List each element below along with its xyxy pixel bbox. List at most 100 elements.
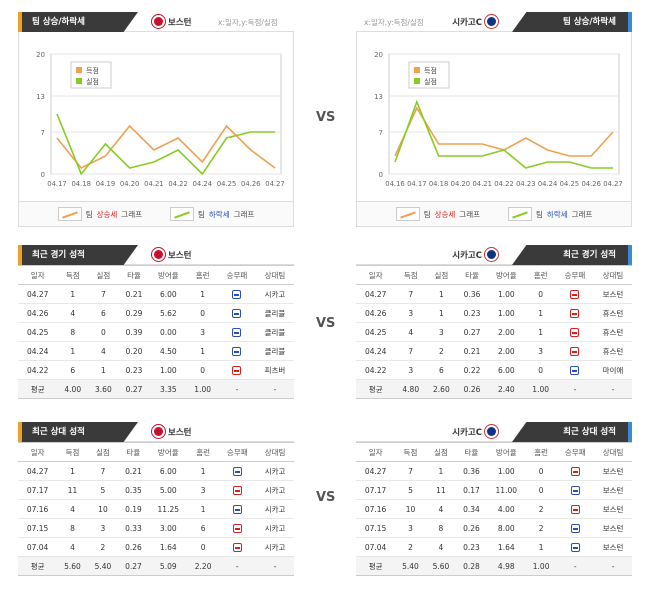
column-header: 실점 <box>426 265 457 285</box>
recent-team-left: 보스턴 <box>152 248 191 261</box>
table-cell: 0.27 <box>456 322 488 342</box>
legend-fall-keyword-right: 하락세 <box>546 209 568 219</box>
average-cell: 1.00 <box>525 379 556 399</box>
legend-fall-right[interactable]: 팀 하락세 그래프 <box>508 207 592 221</box>
table-row: 04.22 6 1 0.23 1.00 0 피츠버 <box>18 360 294 380</box>
loss-icon <box>570 466 580 476</box>
table-row: 07.15 8 3 0.33 3.00 6 시카고 <box>18 518 294 538</box>
table-cell: 0.23 <box>456 537 487 557</box>
result-cell <box>555 341 594 361</box>
loss-icon <box>232 485 242 495</box>
column-header: 득점 <box>395 442 426 462</box>
table-cell: 클리블 <box>255 303 294 323</box>
table-cell: 4 <box>88 341 119 361</box>
legend-rise-right[interactable]: 팀 상승세 그래프 <box>395 207 480 221</box>
table-cell: 3 <box>395 360 427 380</box>
column-header: 상대팀 <box>255 265 294 285</box>
average-cell: 0.27 <box>118 556 149 576</box>
x-tick-label: 04.24 <box>193 180 212 188</box>
recent-team-right: 시카고C <box>452 248 498 261</box>
loss-icon <box>570 346 580 356</box>
average-cell: 2.40 <box>487 379 526 399</box>
x-tick-label: 04.21 <box>472 180 491 188</box>
average-cell: 4.80 <box>395 379 427 399</box>
recent-tab-right: 최근 경기 성적 <box>512 245 632 265</box>
average-cell: - <box>218 556 257 576</box>
legend-fall-left[interactable]: 팀 하락세 그래프 <box>170 207 254 221</box>
h2h-header-left: 최근 상대 성적 보스턴 <box>18 422 294 442</box>
average-cell: 0.27 <box>118 379 150 399</box>
column-header: 실점 <box>88 265 119 285</box>
table-cell: 7 <box>395 284 427 304</box>
table-cell: 3 <box>395 518 426 538</box>
loss-icon <box>570 289 580 299</box>
column-header: 상대팀 <box>594 442 632 462</box>
average-cell: 평균 <box>356 379 396 399</box>
table-cell: 1 <box>57 341 89 361</box>
table-cell: 0.35 <box>118 480 149 500</box>
table-cell: 0.33 <box>118 518 149 538</box>
result-cell <box>218 499 257 519</box>
table-cell: 07.17 <box>18 480 58 500</box>
average-cell: 5.40 <box>395 556 426 576</box>
table-cell: 휴스턴 <box>593 341 632 361</box>
table-cell: 1.00 <box>487 303 526 323</box>
table-row: 07.17 11 5 0.35 5.00 3 시카고 <box>18 480 294 500</box>
y-tick-label: 13 <box>36 93 45 101</box>
result-cell <box>555 303 594 323</box>
table-cell: 6.00 <box>148 461 188 481</box>
average-row: 평균 4.80 2.60 0.26 2.40 1.00- - <box>356 379 632 399</box>
table-cell: 04.26 <box>356 303 396 323</box>
win-icon <box>232 504 242 514</box>
table-cell: 04.26 <box>18 303 58 323</box>
table-cell: 0.39 <box>118 322 150 342</box>
table-cell: 시카고 <box>256 518 294 538</box>
table-cell: 8 <box>425 518 457 538</box>
table-cell: 7 <box>87 461 119 481</box>
trend-chart-left: 20 13 7 0 04.17 04.18 04.19 04.20 04.21 04.22 04.2… <box>18 32 294 202</box>
table-cell: 3 <box>87 518 119 538</box>
legend-rise-keyword-right: 상승세 <box>434 209 456 219</box>
table-cell: 1.64 <box>148 537 188 557</box>
table-cell: 휴스턴 <box>593 322 632 342</box>
y-tick-label: 7 <box>379 129 383 137</box>
table-cell: 1 <box>525 537 557 557</box>
column-header: 일자 <box>18 265 58 285</box>
column-header: 승무패 <box>555 265 594 285</box>
result-cell <box>217 303 256 323</box>
h2h-team-right: 시카고C <box>452 425 498 438</box>
h2h-panel-left: 최근 상대 성적 보스턴 일자 득점 실점 타율 방어율 홈런 승무패 상대팀 04.27 1 7 0… <box>18 422 294 576</box>
legend-fall-keyword-left: 하락세 <box>208 209 230 219</box>
table-cell: 0.21 <box>118 461 149 481</box>
table-row: 04.24 7 2 0.21 2.00 3 휴스턴 <box>356 341 632 361</box>
legend-fall-suffix-right: 그래프 <box>571 209 593 219</box>
series-line-allowed <box>56 113 275 176</box>
table-cell: 보스턴 <box>594 499 632 519</box>
table-cell: 7 <box>395 461 426 481</box>
win-icon <box>232 466 242 476</box>
recent-panel-right: 시카고C 최근 경기 성적 일자 득점 실점 타율 방어율 홈런 승무패 상대팀 04.27 7 1… <box>356 245 632 399</box>
team-label-left: 보스턴 <box>152 15 191 28</box>
table-row: 04.27 7 1 0.36 1.00 0 보스턴 <box>356 461 632 481</box>
table-cell: 2 <box>525 518 557 538</box>
table-cell: 8 <box>57 518 88 538</box>
win-icon <box>570 365 580 375</box>
legend-rise-left[interactable]: 팀 상승세 그래프 <box>57 207 142 221</box>
average-row: 평균 5.60 5.40 0.27 5.09 2.20- - <box>18 556 294 576</box>
table-cell: 6 <box>187 518 219 538</box>
legend-label: 득점 <box>86 67 99 75</box>
average-cell: 평균 <box>356 556 396 576</box>
table-cell: 04.27 <box>18 284 58 304</box>
table-cell: 3 <box>525 341 556 361</box>
column-header: 타율 <box>118 265 150 285</box>
x-tick-label: 04.17 <box>407 180 426 188</box>
table-cell: 0.26 <box>118 537 149 557</box>
table-cell: 시카고 <box>256 461 294 481</box>
team-name-left: 보스턴 <box>168 17 192 28</box>
table-cell: 1 <box>525 303 556 323</box>
table-cell: 0.17 <box>456 480 487 500</box>
average-row: 평균 4.00 3.60 0.27 3.35 1.00- - <box>18 379 294 399</box>
loss-icon <box>570 308 580 318</box>
table-cell: 04.24 <box>356 341 396 361</box>
